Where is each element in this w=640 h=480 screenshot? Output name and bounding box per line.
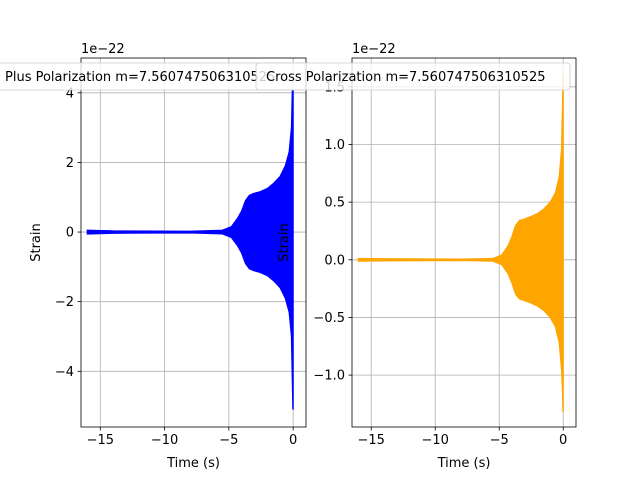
x-tick-label: −5 (219, 433, 238, 448)
chart-1: −15 −10 −5 0 −4 −2 0 2 4 Time (s) Strain 1e−22 (29, 42, 307, 471)
y-tick-label: 4 (66, 86, 74, 101)
y-axis-label: Strain (277, 223, 292, 262)
y-tick-label: −2 (55, 295, 74, 310)
x-tick-label: −15 (87, 433, 114, 448)
y-tick-label: 0.0 (324, 253, 345, 268)
legend-label: Cross Polarization m=7.560747506310525 (266, 70, 545, 85)
chart-2: −15−10−50−1.0−0.50.00.51.01.5Time (s)Str… (277, 42, 577, 471)
x-axis-label: Time (s) (166, 456, 220, 471)
x-tick-label: −15 (357, 433, 384, 448)
y-tick-label: −4 (55, 365, 74, 380)
waveform-series (357, 75, 564, 413)
y-tick-label: 0.5 (324, 196, 345, 211)
y-offset-text: 1e−22 (81, 42, 125, 57)
x-tick-label: 0 (559, 433, 567, 448)
y-axis-label: Strain (29, 223, 44, 262)
y-offset-text: 1e−22 (352, 42, 396, 57)
axes-frame (80, 57, 307, 428)
x-axis-label: Time (s) (437, 456, 491, 471)
x-tick-label: −10 (151, 433, 178, 448)
legend-label: Plus Polarization m=7.560747506310525 (5, 70, 275, 85)
waveform-series (86, 64, 294, 410)
legend-box (255, 62, 571, 91)
y-tick-label: 0 (66, 226, 74, 241)
legend-2: Cross Polarization m=7.560747506310525 (255, 62, 571, 91)
y-tick-label: 1.0 (324, 138, 345, 153)
x-tick-label: −10 (421, 433, 448, 448)
y-tick-label: −0.5 (313, 311, 345, 326)
legend-1: Plus Polarization m=7.560747506310525 (0, 62, 306, 91)
axes-frame (351, 57, 577, 428)
x-tick-label: 0 (289, 433, 297, 448)
y-tick-label: 2 (66, 156, 74, 171)
y-tick-label: −1.0 (313, 369, 345, 384)
x-tick-label: −5 (490, 433, 509, 448)
